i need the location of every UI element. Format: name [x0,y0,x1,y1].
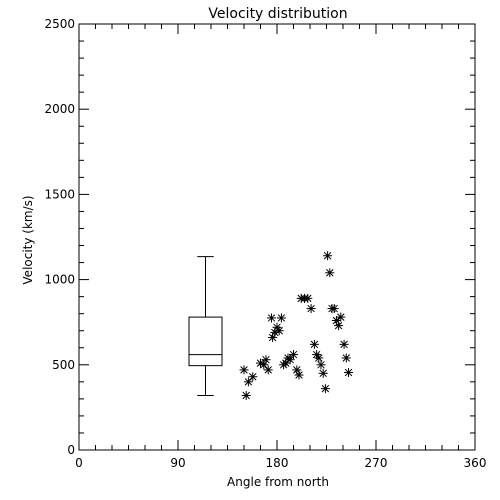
data-point-stroke [289,350,298,359]
data-point [243,377,253,387]
data-point-stroke [326,269,334,277]
data-point-stroke [332,316,341,325]
data-point [241,390,251,400]
data-point [303,293,313,303]
data-point-stroke [317,361,325,369]
data-point-stroke [295,371,303,379]
chart-title: Velocity distribution [208,6,347,22]
data-point [274,326,284,336]
data-point [261,355,271,365]
y-tick-label: 1000 [44,273,75,287]
data-point [314,353,324,363]
x-tick-label: 270 [365,456,388,470]
x-tick-label: 90 [170,456,185,470]
y-tick-label: 500 [52,358,75,372]
data-point [341,353,351,363]
data-point [289,350,298,360]
data-point [325,268,335,278]
data-point [267,313,276,323]
boxplot [188,256,223,396]
data-point-stroke [264,366,272,374]
data-point [239,365,249,375]
data-point-stroke [267,314,276,322]
data-point-stroke [256,359,265,367]
data-point-stroke [244,378,253,386]
data-point [306,304,316,314]
data-point [309,339,319,349]
data-point-stroke [277,314,286,322]
data-point-stroke [319,369,327,378]
data-points [239,251,353,400]
data-point-stroke [312,350,321,359]
x-tick-label: 0 [75,456,83,470]
data-point [276,313,286,323]
data-point [334,321,344,331]
data-point-stroke [340,340,348,349]
data-point-stroke [342,354,351,362]
y-tick-label: 2500 [44,17,75,31]
data-point [339,339,349,349]
data-point-stroke [321,384,330,393]
data-point-stroke [240,366,248,374]
data-point [248,372,258,382]
data-point [323,251,333,261]
data-point-stroke [275,326,283,335]
box-iqr [188,316,223,367]
x-tick-label: 360 [464,456,487,470]
data-point [285,355,295,365]
data-point-stroke [304,294,312,303]
data-point-stroke [323,252,332,260]
data-point-stroke [286,355,294,364]
data-point-stroke [330,304,338,313]
data-point-stroke [334,321,343,330]
data-point-stroke [337,313,345,321]
data-point-stroke [262,355,270,364]
data-point-stroke [273,323,281,332]
data-point [344,367,353,377]
data-point [318,368,328,378]
y-tick-label: 1500 [44,187,75,201]
data-point-stroke [315,354,323,362]
data-point [316,360,326,370]
data-point [294,370,304,380]
y-tick-label: 2000 [44,102,75,116]
x-axis-label: Angle from north [227,475,329,489]
data-point [263,365,273,375]
y-tick-label: 0 [67,443,75,457]
data-point-stroke [310,340,319,349]
data-point [329,304,339,314]
data-point-stroke [249,372,257,381]
axes-layer: 0 90 180 270 360 0 500 1000 1500 2000 2500 [44,17,486,470]
data-point-stroke [242,391,250,400]
plot-frame [78,23,476,451]
x-tick-label: 180 [266,456,289,470]
data-point-stroke [293,366,301,374]
data-point [336,312,346,322]
data-point-stroke [307,304,315,313]
data-point-stroke [344,368,353,377]
y-axis-label: Velocity (km/s) [21,195,35,284]
data-point [320,384,330,394]
